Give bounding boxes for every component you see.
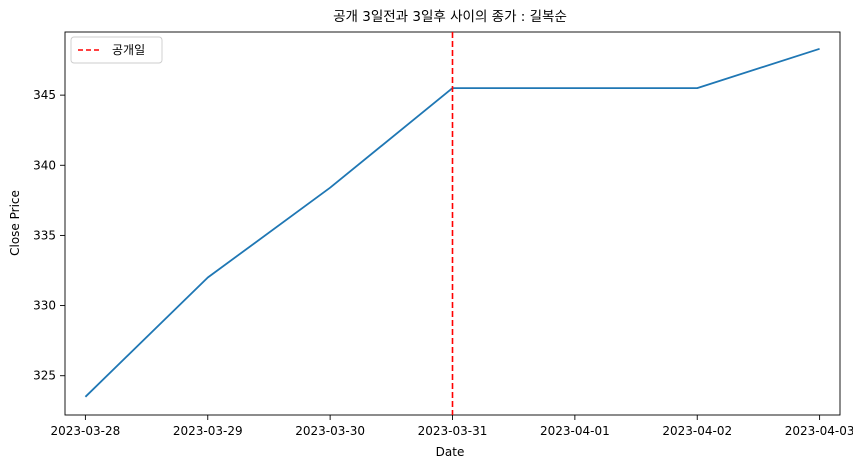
x-tick-label: 2023-03-28	[51, 424, 121, 438]
y-tick-label: 345	[33, 88, 56, 102]
x-tick-label: 2023-04-01	[540, 424, 610, 438]
legend-box	[70, 36, 163, 64]
y-axis-label: Close Price	[8, 190, 22, 256]
y-tick-label: 325	[33, 369, 56, 383]
x-tick-label: 2023-03-29	[173, 424, 243, 438]
legend: 공개일	[70, 36, 163, 64]
y-tick-label: 330	[33, 299, 56, 313]
y-tick-label: 340	[33, 158, 56, 172]
y-axis: 325 330 335 340 345	[33, 88, 65, 383]
x-tick-label: 2023-03-30	[295, 424, 365, 438]
x-tick-label: 2023-03-31	[418, 424, 488, 438]
x-tick-label: 2023-04-03	[785, 424, 853, 438]
x-tick-label: 2023-04-02	[662, 424, 732, 438]
chart-title: 공개 3일전과 3일후 사이의 종가 : 길복순	[333, 9, 567, 25]
close-price-line	[84, 47, 820, 398]
x-axis-label: Date	[436, 445, 465, 459]
x-axis: 2023-03-28 2023-03-29 2023-03-30 2023-03-31…	[51, 415, 853, 438]
legend-label: 공개일	[112, 43, 145, 57]
y-tick-label: 335	[33, 228, 56, 242]
